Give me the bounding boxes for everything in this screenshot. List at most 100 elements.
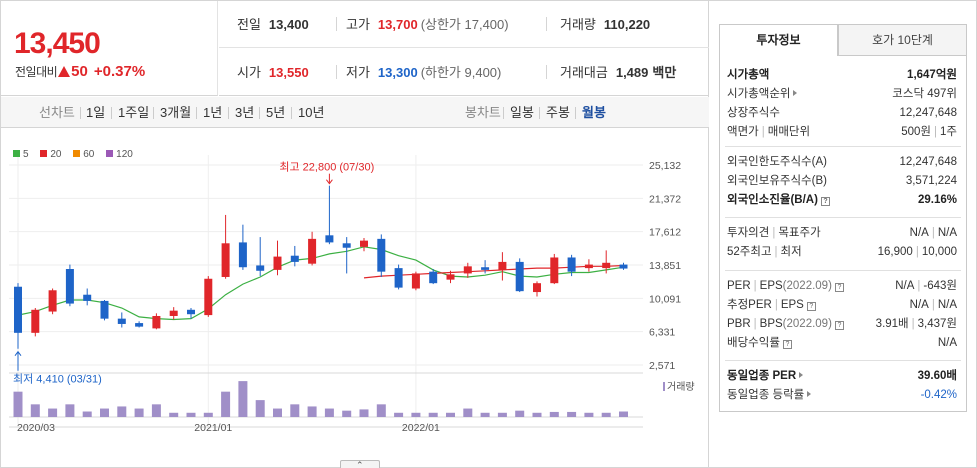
info-value-text: 3.91배 [875,318,909,330]
info-row[interactable]: PER | EPS(2022.09)? N/A | -643원 [725,277,961,295]
divider [546,65,547,79]
info-key2-text: 매매단위 [767,126,811,138]
candle-body [256,265,265,271]
candle-monthly-button[interactable]: 월봉 [582,105,606,120]
info-value: 16,900 | 10,000 [878,243,957,261]
volume-bar [463,408,473,417]
candlestick-svg[interactable]: 25,132 21,372 17,612 13,851 10,091 6,331 2,571… [1,129,709,459]
info-row[interactable]: PBR | BPS(2022.09)? 3.91배 | 3,437원 [725,315,961,333]
candle-body [308,238,317,264]
candle-body [533,283,541,293]
x-tick-label: 2022/01 [402,422,440,434]
tab-orderbook[interactable]: 호가 10단계 [838,24,967,56]
info-value: 3.91배 | 3,437원 [876,315,957,333]
divider [336,17,337,31]
info-row: 투자의견 | 목표주가 N/A | N/A [725,224,961,242]
info-value: 29.16% [918,191,957,209]
info-value-text: N/A [909,299,929,311]
candle-body [48,290,57,312]
chart-resize-handle[interactable]: ⌃ [340,460,380,468]
candle-body [602,262,611,269]
info-value: 12,247,648 [899,153,957,171]
candle-daily-button[interactable]: 일봉 [510,105,534,120]
candle-body [83,294,92,301]
help-icon[interactable]: ? [782,340,792,349]
low-annotation: 최저 4,410 (03/31) [13,373,102,386]
info-row[interactable]: 추정PER | EPS? N/A | N/A [725,296,961,314]
info-key-text: 동일업종 PER [727,370,797,382]
candle-body [204,278,213,316]
info-value-text: N/A [909,227,929,239]
info-value-text: 12,247,648 [899,156,957,168]
info-key: 외국인소진율(B/A)? [727,191,830,209]
info-key2-text: 최저 [780,246,802,258]
info-key: PER | EPS(2022.09)? [727,277,844,295]
candle-body [221,243,230,277]
info-row[interactable]: 외국인소진율(B/A)? 29.16% [725,191,961,209]
volume-bar [411,412,421,417]
period-1d-button[interactable]: 1일 [86,105,106,120]
period-1w-button[interactable]: 1주일 [118,105,150,120]
period-5y-button[interactable]: 5년 [266,105,286,120]
info-row: 외국인보유주식수(B) 3,571,224 [725,172,961,190]
info-key-text: 외국인보유주식수(B) [727,175,827,187]
info-value: 500원 | 1주 [901,123,957,141]
candle-body [446,274,455,280]
high-annotation: 최고 22,800 (07/30) [279,161,374,174]
info-value-text: -0.42% [920,389,957,401]
info-value: N/A [938,334,957,352]
help-icon[interactable]: ? [806,302,816,311]
candle-body [377,238,386,272]
info-key: 시가총액 [727,66,769,84]
period-10y-button[interactable]: 10년 [298,105,325,120]
info-key2-text: EPS [759,280,783,292]
info-value: 39.60배 [918,367,957,385]
info-row[interactable]: 시가총액순위 코스닥 497위 [725,85,961,103]
section-divider [725,270,961,271]
help-icon[interactable]: ? [820,197,830,206]
candle-body [65,269,74,304]
separator: | [761,126,765,138]
info-value-text: N/A [937,337,957,349]
y-tick-label: 21,372 [649,193,681,205]
info-row: 시가총액 1,647억원 [725,66,961,84]
candle-weekly-button[interactable]: 주봉 [546,105,570,120]
help-icon[interactable]: ? [834,283,844,292]
period-3m-button[interactable]: 3개월 [160,105,192,120]
candle-body [463,266,472,274]
volume-bar [342,410,352,417]
info-row[interactable]: 동일업종 PER 39.60배 [725,367,961,385]
volume-bar [186,412,196,417]
separator: | [931,227,935,239]
candle-body [360,240,368,247]
candle-body [31,309,40,333]
info-key-text: 상장주식수 [727,107,780,119]
volume-label: 거래량 [667,381,695,393]
info-value: 코스닥 497위 [892,85,957,103]
tab-investment-info[interactable]: 투자정보 [719,24,838,56]
quote-table: 전일 13,400 고가 13,700 (상한가 17,400) 거래량 110,220… [219,1,709,96]
volume-bar [619,411,628,417]
info-value: N/A | N/A [910,224,957,242]
ma-legend: 5 20 60 120 [13,149,142,160]
info-value2-text: 1주 [940,126,957,138]
volume-bar [307,406,317,417]
info-row[interactable]: 동일업종 등락률 -0.42% [725,386,961,404]
caret-right-icon [793,90,798,96]
volume-bar [48,408,58,417]
period-1y-button[interactable]: 1년 [203,105,223,120]
price-change: 전일대비 50 +0.37% [15,63,145,80]
period-3y-button[interactable]: 3년 [235,105,255,120]
volume-bar [497,412,507,417]
y-tick-label: 17,612 [649,227,681,239]
divider [291,107,292,119]
info-row[interactable]: 배당수익률? N/A [725,334,961,352]
volume-bar [134,408,144,417]
section-divider [725,217,961,218]
volume-bar [567,411,577,417]
divider [336,65,337,79]
help-icon[interactable]: ? [834,321,844,330]
volume-bar [255,400,265,417]
